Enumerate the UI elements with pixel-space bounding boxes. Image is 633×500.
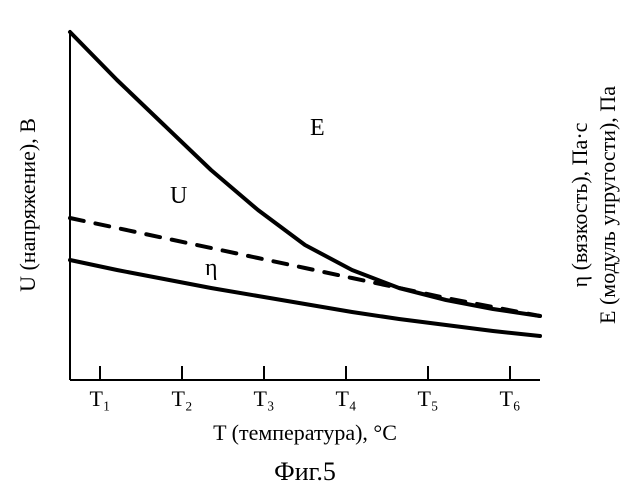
figure: T₁ T₂ T₃ T₄ T₅ T₆ E U η T (температура), °C U… xyxy=(0,0,633,500)
x-tick-label: T₄ xyxy=(335,386,356,411)
x-tick-label: T₂ xyxy=(171,386,192,411)
y-axis-right-label-1: E (модуль упругости), Па xyxy=(595,86,620,324)
y-axis-right-label-2: η (вязкость), Па·с xyxy=(567,122,592,287)
y-axis-left-label: U (напряжение), В xyxy=(15,118,40,292)
x-axis-label: T (температура), °C xyxy=(213,420,397,445)
x-tick-label: T₆ xyxy=(499,386,520,411)
x-tick-label: T₁ xyxy=(89,386,110,411)
figure-caption: Фиг.5 xyxy=(274,457,336,486)
label-e: E xyxy=(310,115,325,141)
x-tick-label: T₅ xyxy=(417,386,438,411)
label-u: U xyxy=(170,183,187,209)
x-tick-label: T₃ xyxy=(253,386,274,411)
label-eta: η xyxy=(205,255,218,281)
